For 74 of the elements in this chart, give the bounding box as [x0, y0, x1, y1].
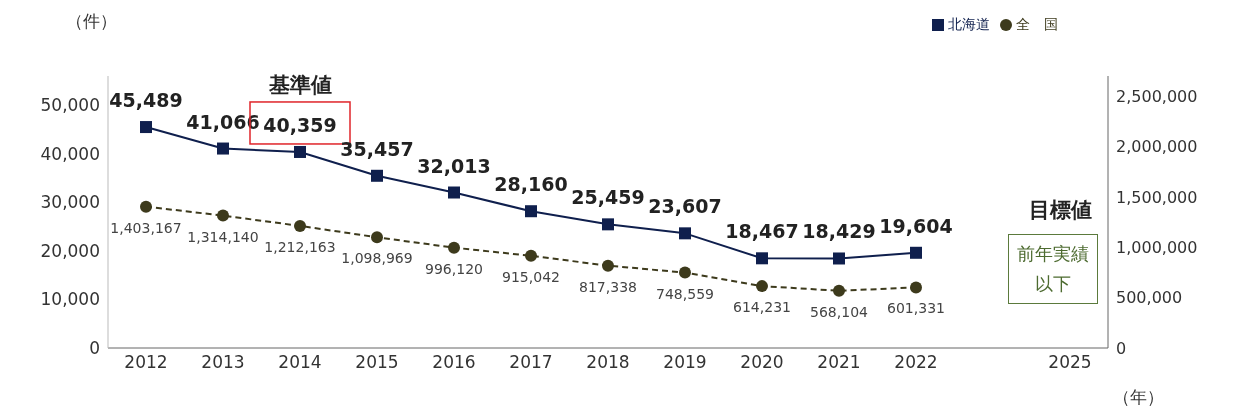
- data-label: 568,104: [810, 303, 869, 320]
- point: [294, 219, 306, 232]
- point: [217, 209, 229, 222]
- data-label: 19,604: [879, 214, 953, 237]
- point: [217, 142, 229, 155]
- y2-tick-label: 1,500,000: [1116, 187, 1198, 207]
- point: [910, 246, 922, 259]
- point: [448, 241, 460, 254]
- y2-tick-label: 2,000,000: [1116, 137, 1198, 157]
- point: [371, 169, 383, 182]
- point: [602, 259, 614, 272]
- x-axis-title: （年）: [1113, 386, 1164, 408]
- x-tick-label: 2016: [432, 352, 476, 373]
- data-label: 25,459: [571, 186, 645, 209]
- y2-tick-label: 1,000,000: [1116, 237, 1198, 257]
- legend-label: 北海道: [948, 16, 990, 32]
- data-label: 45,489: [109, 89, 183, 112]
- point: [448, 186, 460, 199]
- x-tick-label: 2025: [1048, 352, 1092, 373]
- x-tick-label: 2015: [355, 352, 399, 373]
- data-label: 601,331: [887, 300, 945, 317]
- data-label: 18,429: [802, 220, 876, 243]
- point: [525, 249, 537, 262]
- y2-tick-label: 2,500,000: [1116, 86, 1198, 106]
- data-label: 915,042: [502, 268, 560, 285]
- data-label: 1,314,140: [187, 228, 259, 245]
- y-tick-label: 30,000: [40, 192, 100, 213]
- data-label: 1,403,167: [110, 219, 182, 236]
- point: [679, 227, 691, 240]
- data-label: 18,467: [725, 220, 799, 243]
- point: [833, 284, 845, 297]
- data-label: 28,160: [494, 173, 568, 196]
- x-tick-label: 2021: [817, 352, 861, 373]
- annotation: 基準値: [267, 72, 332, 97]
- legend-label: 全 国: [1016, 16, 1058, 32]
- x-tick-label: 2020: [740, 352, 784, 373]
- data-label: 1,098,969: [341, 250, 413, 267]
- annotation: 目標値: [1027, 197, 1093, 224]
- point: [371, 231, 383, 244]
- data-label: 40,359: [263, 113, 337, 136]
- point: [756, 252, 768, 265]
- x-tick-label: 2022: [894, 352, 938, 373]
- data-label: 996,120: [425, 260, 483, 277]
- x-tick-label: 2012: [124, 352, 168, 373]
- x-tick-label: 2014: [278, 352, 322, 373]
- y-tick-label: 10,000: [40, 289, 100, 310]
- point: [679, 266, 691, 279]
- data-label: 35,457: [340, 137, 414, 160]
- point: [602, 218, 614, 231]
- point: [525, 205, 537, 218]
- y-axis-title: （件）: [66, 10, 117, 33]
- x-tick-label: 2019: [663, 352, 707, 373]
- y-tick-label: 50,000: [40, 95, 100, 116]
- data-label: 23,607: [648, 195, 722, 218]
- point: [910, 281, 922, 294]
- data-label: 614,231: [733, 299, 791, 316]
- point: [756, 280, 768, 293]
- data-label: 748,559: [656, 285, 714, 302]
- point: [140, 200, 152, 213]
- data-label: 32,013: [417, 154, 491, 177]
- annotation: 前年実績以下: [1008, 234, 1098, 304]
- y2-tick-label: 0: [1116, 338, 1127, 358]
- data-label: 817,338: [579, 278, 637, 295]
- x-tick-label: 2017: [509, 352, 553, 373]
- y-tick-label: 0: [89, 338, 100, 359]
- x-tick-label: 2013: [201, 352, 245, 373]
- point: [833, 252, 845, 265]
- data-label: 1,212,163: [264, 238, 336, 255]
- y-tick-label: 20,000: [40, 240, 100, 261]
- point: [294, 145, 306, 158]
- x-tick-label: 2018: [586, 352, 630, 373]
- y-tick-label: 40,000: [40, 143, 100, 164]
- point: [140, 121, 152, 134]
- y2-tick-label: 500,000: [1116, 288, 1183, 308]
